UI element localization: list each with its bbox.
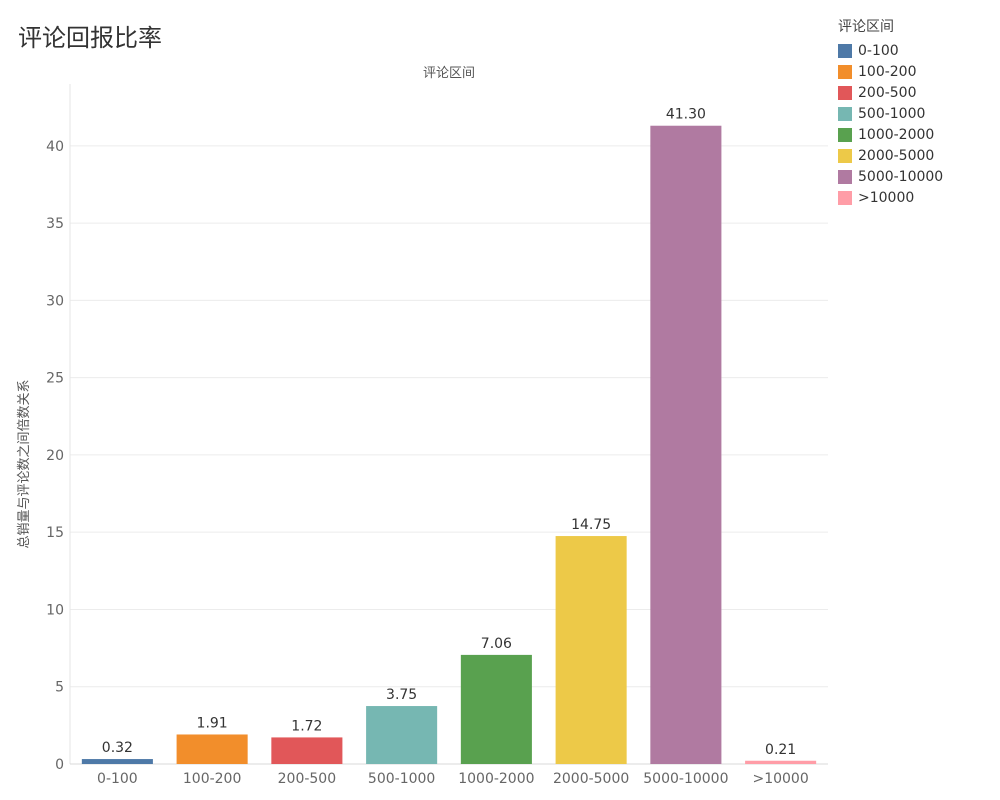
bar[interactable] [366,706,438,764]
data-label: 3.75 [386,687,417,703]
x-tick-label: 1000-2000 [458,771,534,787]
legend-item[interactable]: 500-1000 [838,103,988,124]
legend-item[interactable]: 2000-5000 [838,145,988,166]
legend-item[interactable]: 1000-2000 [838,124,988,145]
y-tick-label: 40 [46,139,64,155]
bar[interactable] [271,737,343,764]
data-label: 1.91 [197,715,228,731]
legend-swatch [838,148,852,163]
page-title: 评论回报比率 [18,24,162,52]
y-tick-label: 15 [46,525,64,541]
x-tick-label: 2000-5000 [553,771,629,787]
legend-label: >10000 [858,189,915,206]
y-tick-label: 20 [46,448,64,464]
legend-label: 1000-2000 [858,126,935,143]
bar[interactable] [555,536,627,764]
legend-label: 2000-5000 [858,147,935,164]
data-label: 7.06 [481,636,512,652]
bar[interactable] [176,734,248,764]
legend-item[interactable]: >10000 [838,187,988,208]
y-tick-label: 0 [55,757,64,773]
legend: 评论区间 0-100 100-200 200-500 500-1000 1000… [838,16,988,208]
bar[interactable] [460,654,532,764]
x-tick-label: 500-1000 [368,771,435,787]
x-tick-label: >10000 [752,771,808,787]
legend-item[interactable]: 100-200 [838,61,988,82]
y-tick-label: 30 [46,293,64,309]
legend-item[interactable]: 5000-10000 [838,166,988,187]
data-label: 14.75 [571,517,611,533]
legend-swatch [838,127,852,142]
bar[interactable] [745,760,817,764]
bar[interactable] [81,759,153,764]
legend-label: 200-500 [858,84,917,101]
legend-label: 5000-10000 [858,168,944,185]
y-tick-label: 35 [46,216,64,232]
legend-label: 100-200 [858,63,917,80]
data-label: 0.21 [765,742,796,758]
y-tick-label: 10 [46,602,64,618]
x-tick-label: 0-100 [97,771,138,787]
y-tick-label: 25 [46,371,64,387]
legend-label: 0-100 [858,42,899,59]
legend-label: 500-1000 [858,105,926,122]
data-label: 41.30 [666,107,706,123]
y-tick-label: 5 [55,680,64,696]
legend-title: 评论区间 [838,19,894,35]
legend-swatch [838,169,852,184]
legend-swatch [838,85,852,100]
x-tick-label: 100-200 [183,771,242,787]
bar[interactable] [650,125,722,764]
x-tick-label: 5000-10000 [643,771,728,787]
legend-swatch [838,43,852,58]
legend-item[interactable]: 200-500 [838,82,988,103]
legend-item[interactable]: 0-100 [838,40,988,61]
x-tick-label: 200-500 [278,771,337,787]
data-label: 0.32 [102,740,133,756]
data-label: 1.72 [291,718,322,734]
y-axis-label: 总销量与评论数之间倍数关系 [17,379,32,548]
legend-swatch [838,106,852,121]
x-axis-header: 评论区间 [423,66,475,81]
legend-swatch [838,64,852,79]
legend-swatch [838,190,852,205]
